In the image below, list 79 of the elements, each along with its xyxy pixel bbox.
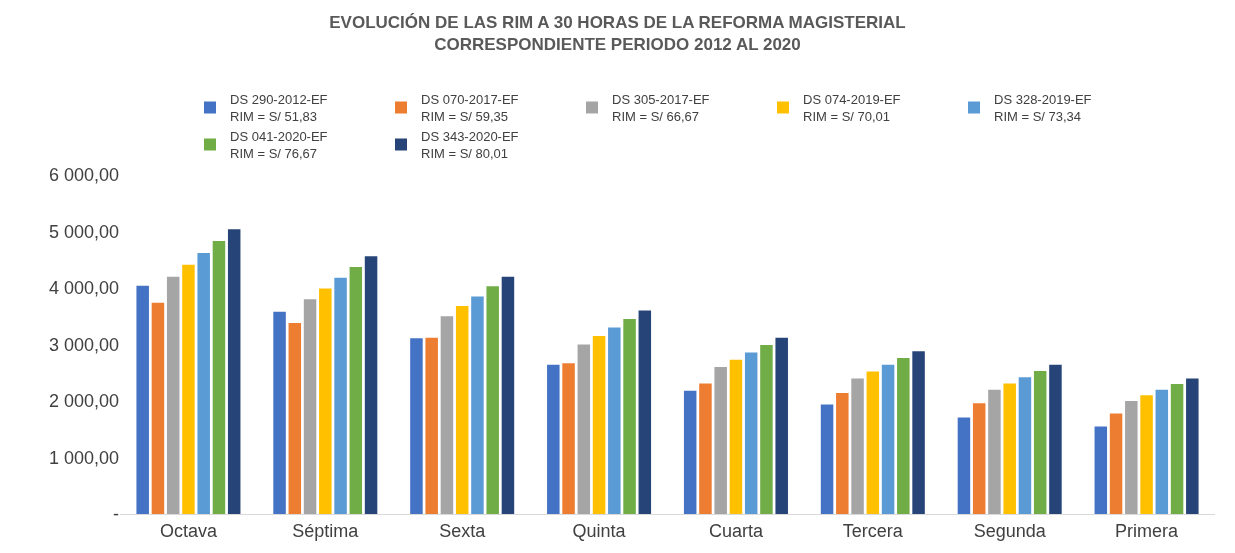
bar	[638, 310, 652, 514]
y-tick-label: 5 000,00	[48, 221, 119, 242]
bar	[334, 277, 347, 514]
bar	[957, 417, 971, 514]
bar	[349, 267, 363, 514]
bar	[608, 327, 621, 514]
bar	[1094, 426, 1108, 514]
bar	[197, 252, 210, 514]
bar	[851, 378, 864, 514]
bar	[501, 276, 515, 514]
y-tick-label: 2 000,00	[48, 391, 119, 412]
x-tick-label: Primera	[1115, 520, 1180, 541]
x-tick-label: Quinta	[572, 520, 627, 541]
x-tick-label: Cuarta	[708, 520, 764, 541]
bar	[729, 359, 743, 514]
bar	[592, 336, 606, 514]
bar	[562, 363, 575, 514]
y-tick-label: 1 000,00	[48, 447, 119, 468]
bar	[699, 383, 712, 514]
legend-label: DS 290-2012-EF RIM = S/ 51,83	[230, 92, 328, 125]
y-tick-label: -	[113, 504, 119, 525]
bar	[912, 351, 925, 514]
x-tick-label: Séptima	[292, 520, 360, 541]
x-tick-label: Tercera	[842, 520, 904, 541]
bar	[227, 229, 241, 514]
bar	[151, 302, 165, 514]
bar	[760, 345, 773, 514]
legend-label: DS 305-2017-EF RIM = S/ 66,67	[612, 92, 710, 125]
bar	[1125, 401, 1138, 514]
bar	[303, 299, 317, 514]
bar	[683, 390, 697, 514]
bar	[820, 404, 834, 514]
bar	[1049, 364, 1062, 514]
bar	[547, 364, 560, 514]
x-tick-label: Octava	[159, 520, 218, 541]
bar	[364, 256, 378, 514]
y-tick-label: 3 000,00	[48, 334, 119, 355]
chart-title: EVOLUCIÓN DE LAS RIM A 30 HORAS DE LA REFORMA MAGISTERIAL CORRESPONDIENTE PERIODO 2012 AL 2020	[329, 12, 906, 54]
bar	[866, 371, 880, 514]
bar	[1003, 383, 1016, 514]
bar	[1186, 378, 1199, 514]
y-tick-label: 4 000,00	[48, 278, 119, 299]
bar	[714, 367, 727, 514]
x-tick-label: Sexta	[439, 520, 487, 541]
bar	[1109, 413, 1123, 514]
bar	[1018, 377, 1032, 514]
bar	[425, 337, 438, 514]
bar	[775, 337, 788, 514]
legend-label: DS 074-2019-EF RIM = S/ 70,01	[803, 92, 901, 125]
bar	[319, 288, 332, 514]
bar	[136, 285, 149, 514]
bar	[836, 393, 849, 514]
bar	[455, 306, 469, 514]
legend-label: DS 041-2020-EF RIM = S/ 76,67	[230, 129, 328, 161]
bar	[623, 319, 636, 514]
legend-label: DS 328-2019-EF RIM = S/ 73,34	[994, 92, 1092, 125]
bar	[897, 358, 910, 514]
bar	[182, 264, 195, 514]
bar	[744, 352, 758, 514]
bar	[1033, 371, 1047, 514]
bar	[440, 316, 454, 514]
bar	[486, 286, 499, 514]
legend-label: DS 070-2017-EF RIM = S/ 59,35	[421, 92, 519, 125]
bar	[988, 389, 1001, 514]
legend-label: DS 343-2020-EF RIM = S/ 80,01	[421, 129, 519, 161]
bar	[166, 276, 180, 514]
bar	[1155, 389, 1169, 514]
bar	[410, 338, 423, 514]
bar	[273, 311, 286, 514]
bar	[1170, 384, 1184, 514]
bar	[212, 241, 226, 514]
y-tick-label: 6 000,00	[48, 165, 119, 186]
bar	[471, 296, 484, 514]
bar	[1140, 395, 1153, 514]
bar	[972, 403, 986, 514]
x-tick-label: Segunda	[973, 520, 1047, 541]
bar	[881, 364, 895, 514]
bar	[577, 344, 591, 514]
bar	[288, 323, 302, 514]
